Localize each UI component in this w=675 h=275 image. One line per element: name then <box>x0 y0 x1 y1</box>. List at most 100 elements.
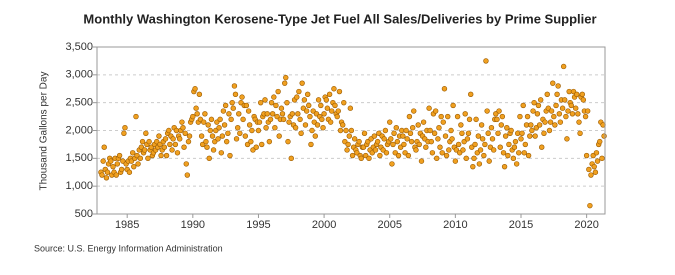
data-point <box>298 130 304 136</box>
data-point <box>389 161 395 167</box>
data-point <box>440 119 446 125</box>
data-point <box>552 122 558 128</box>
data-point <box>183 161 189 167</box>
data-point <box>240 116 246 123</box>
data-point <box>564 136 570 142</box>
y-tick-label: 3,000 <box>65 69 93 81</box>
data-point <box>488 125 495 131</box>
data-point <box>508 127 514 134</box>
data-point <box>562 97 568 103</box>
data-point <box>208 116 215 123</box>
data-point <box>204 144 210 150</box>
data-point <box>332 102 338 109</box>
x-tick-label: 1985 <box>115 219 139 231</box>
data-point <box>415 122 421 128</box>
data-point <box>582 113 589 120</box>
data-point <box>266 138 273 145</box>
data-point <box>521 150 527 156</box>
data-point <box>584 108 591 114</box>
y-tick-label: 2,500 <box>65 97 93 109</box>
data-point <box>466 116 473 123</box>
data-point <box>130 150 136 156</box>
data-point <box>335 108 341 114</box>
data-point <box>490 147 497 153</box>
data-point <box>206 155 212 162</box>
data-point <box>377 152 383 159</box>
data-point <box>116 152 123 159</box>
data-point <box>275 88 281 95</box>
data-point <box>176 136 183 142</box>
data-point <box>388 136 394 142</box>
data-point <box>393 125 399 131</box>
data-point <box>264 111 270 117</box>
y-tick-label: 2,000 <box>65 124 93 136</box>
data-point <box>499 113 506 120</box>
data-point <box>504 125 510 131</box>
data-point <box>185 138 192 145</box>
data-point <box>409 125 416 131</box>
data-point <box>404 136 410 142</box>
data-point <box>495 130 501 136</box>
data-point <box>141 147 148 153</box>
data-point <box>472 141 478 148</box>
data-point <box>170 136 176 142</box>
data-point <box>118 166 125 173</box>
data-point <box>312 133 318 139</box>
data-point <box>162 136 169 142</box>
data-point <box>383 150 390 156</box>
data-point <box>196 91 203 98</box>
data-point <box>158 152 164 159</box>
data-point <box>579 91 585 98</box>
data-point <box>337 127 344 134</box>
data-point <box>256 119 263 125</box>
data-point <box>511 144 518 150</box>
data-point <box>547 119 554 125</box>
data-point <box>227 152 233 159</box>
data-point <box>517 113 523 120</box>
data-point <box>248 138 254 145</box>
data-point <box>372 147 379 153</box>
data-point <box>418 158 425 164</box>
data-point <box>321 111 327 117</box>
data-point <box>331 86 337 92</box>
data-point <box>245 108 252 114</box>
data-point <box>574 91 580 98</box>
data-point <box>435 136 441 142</box>
data-point <box>470 163 476 170</box>
data-point <box>557 119 564 125</box>
data-point <box>278 105 285 111</box>
data-point <box>324 105 331 111</box>
data-point <box>161 144 168 150</box>
data-point <box>450 102 456 109</box>
data-point <box>481 152 487 159</box>
data-point <box>478 122 485 128</box>
data-point <box>431 130 438 136</box>
data-point <box>221 122 228 128</box>
data-point <box>243 102 250 109</box>
data-point <box>497 144 503 150</box>
data-point <box>292 125 299 131</box>
data-point <box>283 74 289 81</box>
data-point <box>577 130 583 136</box>
data-point <box>246 122 253 128</box>
data-point <box>219 133 226 139</box>
data-point <box>443 152 450 159</box>
y-tick-label: 1,000 <box>65 180 93 192</box>
data-point <box>341 99 347 106</box>
data-point <box>473 116 479 123</box>
data-point <box>512 138 519 145</box>
data-point <box>489 136 496 142</box>
data-point <box>347 105 354 111</box>
x-tick-label: 2010 <box>443 219 467 231</box>
data-point <box>216 125 222 131</box>
data-point <box>522 141 529 148</box>
data-point <box>294 94 300 100</box>
data-point <box>217 116 223 123</box>
data-point <box>135 161 141 167</box>
data-point <box>371 133 378 139</box>
x-tick-label: 1990 <box>181 219 205 231</box>
data-point <box>110 163 116 170</box>
data-point <box>139 138 146 145</box>
data-point <box>306 102 312 109</box>
data-point <box>546 127 553 134</box>
